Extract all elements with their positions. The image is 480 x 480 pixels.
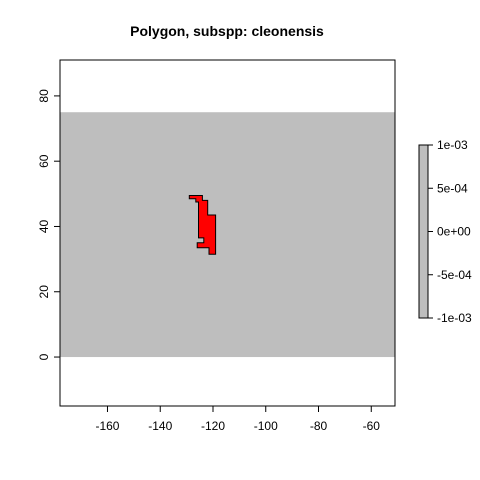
legend-bar <box>418 144 429 319</box>
raster-fill <box>60 112 395 358</box>
y-tick-label: 0 <box>37 353 51 360</box>
x-axis: -160 -140 -120 -100 -80 -60 <box>95 406 380 433</box>
legend-tick-label: 0e+00 <box>437 225 471 239</box>
chart-title: Polygon, subspp: cleonensis <box>130 23 324 39</box>
x-tick-label: -120 <box>201 419 225 433</box>
legend-tick-label: -5e-04 <box>437 268 472 282</box>
y-tick-label: 80 <box>37 89 51 103</box>
y-axis: 0 20 40 60 80 <box>37 89 60 360</box>
x-tick-label: -100 <box>254 419 278 433</box>
legend-tick-label: -1e-03 <box>437 311 472 325</box>
y-tick-label: 40 <box>37 219 51 233</box>
color-legend: 1e-03 5e-04 0e+00 -5e-04 -1e-03 <box>418 138 472 325</box>
x-tick-label: -160 <box>95 419 119 433</box>
x-tick-label: -140 <box>148 419 172 433</box>
x-tick-label: -80 <box>310 419 328 433</box>
range-polygon <box>188 195 217 255</box>
x-tick-label: -60 <box>363 419 381 433</box>
legend-tick-label: 1e-03 <box>437 138 468 152</box>
y-tick-label: 60 <box>37 154 51 168</box>
plot-panel <box>59 59 396 407</box>
y-tick-label: 20 <box>37 285 51 299</box>
plot-frame <box>59 59 396 407</box>
legend-tick-label: 5e-04 <box>437 181 468 195</box>
